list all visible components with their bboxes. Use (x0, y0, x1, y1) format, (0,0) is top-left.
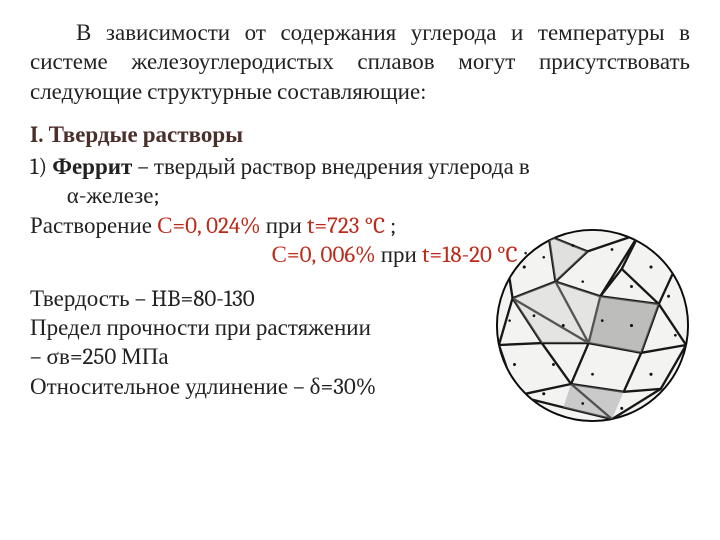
section-title: Твердые растворы (49, 121, 243, 148)
dissolution-tail1: ; (390, 212, 396, 239)
ferrit-line-2: α-железе; (30, 181, 690, 210)
properties: Твердость – HB=80-130 Предел прочности п… (30, 284, 487, 402)
ferrit-desc-a: твердый раствор внедрения углерода в (154, 153, 530, 180)
prop-sigma-a: Предел прочности при растяжении (30, 313, 487, 342)
prop-hb: Твердость – HB=80-130 (30, 284, 487, 313)
bottom-block: Твердость – HB=80-130 Предел прочности п… (30, 284, 690, 423)
ferrit-label: Феррит (52, 153, 132, 180)
prop-sigma-b: – σв=250 МПа (30, 342, 487, 371)
dissolution-t1: t=723 °C (307, 212, 385, 239)
dissolution-mid2: при (381, 241, 422, 268)
dissolution-c1: С=0, 024% (157, 212, 261, 239)
micrograph-svg (495, 228, 690, 423)
dissolution-prefix: Растворение (30, 212, 157, 239)
dissolution-c2: С=0, 006% (272, 241, 376, 268)
ferrit-line-1: 1) Феррит – твердый раствор внедрения уг… (30, 152, 690, 181)
micrograph-icon (495, 228, 690, 423)
section-heading: I. Твердые растворы (30, 120, 690, 149)
document-page: В зависимости от содержания углерода и т… (0, 0, 720, 540)
prop-delta: Относительное удлинение – δ=30% (30, 372, 487, 401)
dash: – (137, 153, 154, 180)
dissolution-mid1: при (266, 212, 307, 239)
item-number: 1) (30, 153, 47, 180)
intro-paragraph: В зависимости от содержания углерода и т… (30, 18, 690, 106)
section-number: I. (30, 121, 44, 148)
